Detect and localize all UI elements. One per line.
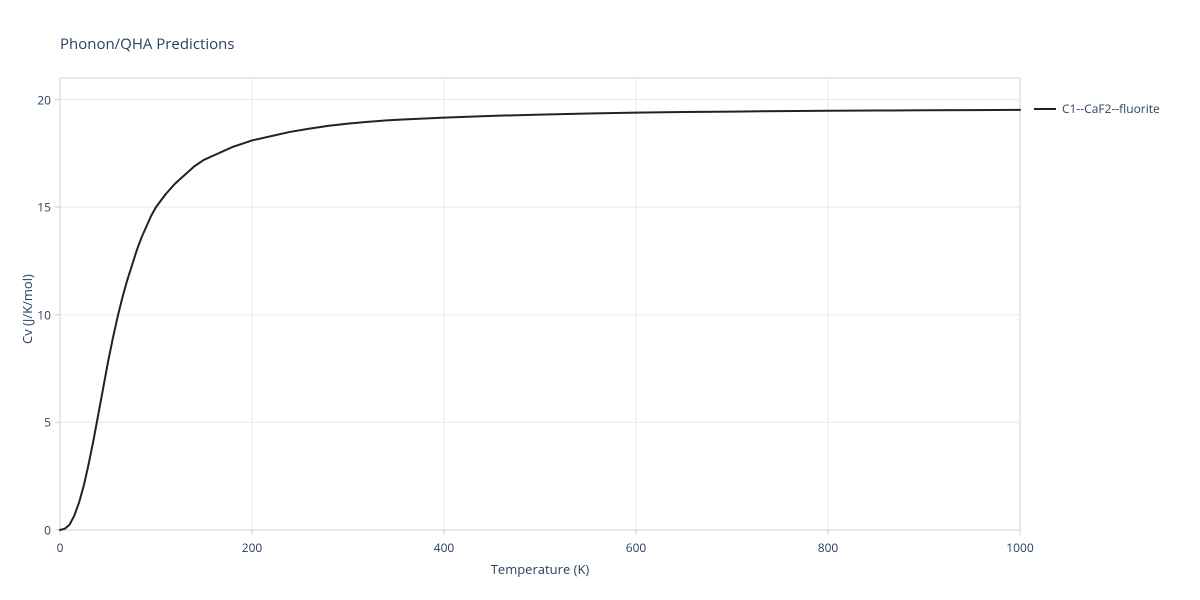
- plot-border: [60, 78, 1020, 530]
- y-axis-label: Cv (J/K/mol): [18, 274, 36, 344]
- x-tick-label: 200: [242, 539, 263, 556]
- x-tick-label: 1000: [1006, 539, 1033, 556]
- y-tick-label: 20: [37, 91, 51, 108]
- x-tick-label: 0: [57, 539, 64, 556]
- legend-item[interactable]: C1--CaF2--fluorite: [1034, 100, 1160, 117]
- x-tick-label: 800: [818, 539, 839, 556]
- x-tick-label: 600: [626, 539, 647, 556]
- chart-plot[interactable]: [0, 0, 1200, 600]
- x-tick-label: 400: [434, 539, 455, 556]
- y-tick-label: 0: [44, 522, 51, 539]
- y-tick-label: 5: [44, 414, 51, 431]
- y-tick-label: 10: [37, 306, 51, 323]
- chart-container: Phonon/QHA Predictions Temperature (K) C…: [0, 0, 1200, 600]
- chart-legend[interactable]: C1--CaF2--fluorite: [1034, 100, 1160, 117]
- y-tick-label: 15: [37, 199, 51, 216]
- x-axis-label: Temperature (K): [480, 560, 600, 578]
- legend-label: C1--CaF2--fluorite: [1062, 100, 1160, 117]
- legend-swatch: [1034, 108, 1056, 110]
